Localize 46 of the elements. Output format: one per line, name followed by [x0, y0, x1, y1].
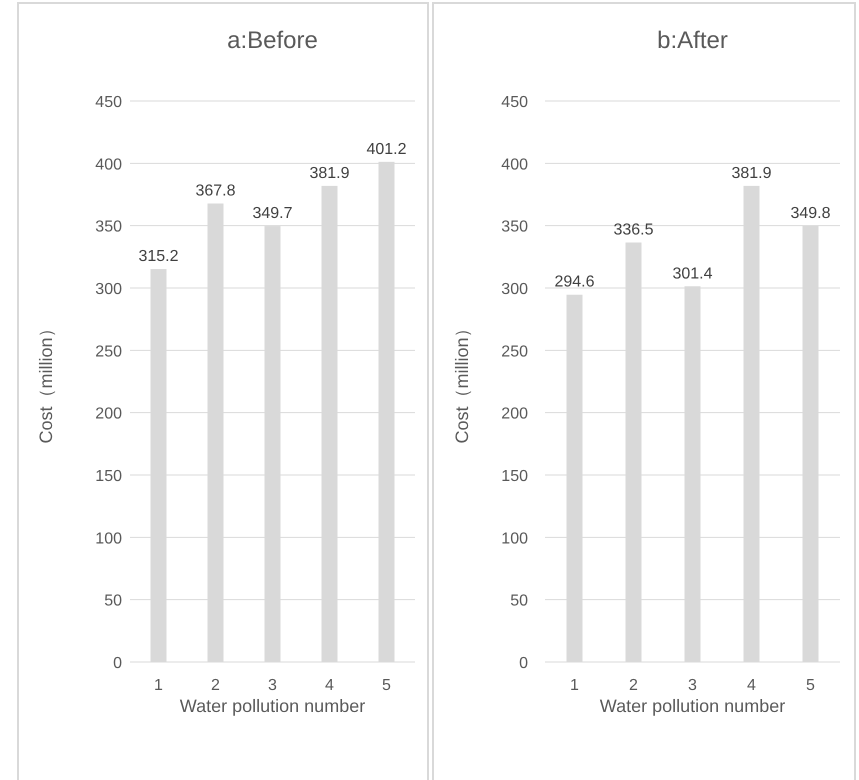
- y-tick-label: 50: [104, 592, 122, 610]
- y-tick-label: 150: [501, 468, 528, 485]
- y-tick-label: 350: [95, 218, 122, 236]
- x-tick-label: 1: [570, 677, 580, 694]
- y-axis-title: Cost（million）: [36, 319, 56, 444]
- y-tick-label: 350: [501, 218, 528, 236]
- x-tick-label: 4: [325, 677, 334, 694]
- x-axis-title: Water pollution number: [600, 696, 786, 716]
- y-tick-label: 50: [510, 592, 528, 610]
- y-tick-label: 450: [501, 94, 528, 111]
- y-tick-label: 200: [501, 406, 528, 423]
- data-label: 315.2: [138, 248, 179, 266]
- x-tick-label: 2: [211, 677, 220, 694]
- y-tick-label: 400: [95, 156, 122, 174]
- x-axis-title: Water pollution number: [180, 696, 366, 716]
- data-label: 401.2: [366, 140, 407, 158]
- x-tick-label: 3: [268, 677, 278, 694]
- y-tick-label: 450: [95, 94, 122, 111]
- y-tick-label: 0: [113, 655, 122, 672]
- data-label: 381.9: [731, 164, 772, 182]
- data-label: 294.6: [554, 274, 595, 291]
- y-tick-label: 100: [95, 530, 122, 548]
- y-tick-label: 300: [501, 281, 528, 298]
- y-tick-label: 0: [519, 655, 528, 672]
- x-tick-label: 2: [629, 677, 638, 694]
- y-tick-label: 100: [501, 530, 528, 548]
- y-tick-label: 400: [501, 156, 528, 174]
- x-tick-label: 3: [688, 677, 698, 694]
- x-tick-label: 4: [747, 677, 756, 694]
- x-tick-label: 1: [154, 677, 164, 694]
- y-tick-label: 150: [95, 468, 122, 485]
- x-tick-label: 5: [806, 677, 816, 694]
- y-tick-label: 250: [501, 343, 528, 360]
- y-tick-label: 250: [95, 343, 122, 360]
- y-tick-label: 200: [95, 406, 122, 423]
- data-label: 349.8: [790, 204, 831, 222]
- x-tick-label: 5: [382, 677, 392, 694]
- data-label: 349.7: [252, 205, 293, 222]
- data-label: 367.8: [195, 182, 236, 200]
- y-tick-label: 300: [95, 281, 122, 298]
- chart-title: a:Before: [227, 27, 318, 54]
- chart-title: b:After: [657, 27, 728, 54]
- data-label: 336.5: [613, 221, 654, 238]
- data-label: 381.9: [309, 164, 350, 182]
- data-label: 301.4: [672, 265, 713, 282]
- y-axis-title: Cost（million）: [452, 319, 472, 444]
